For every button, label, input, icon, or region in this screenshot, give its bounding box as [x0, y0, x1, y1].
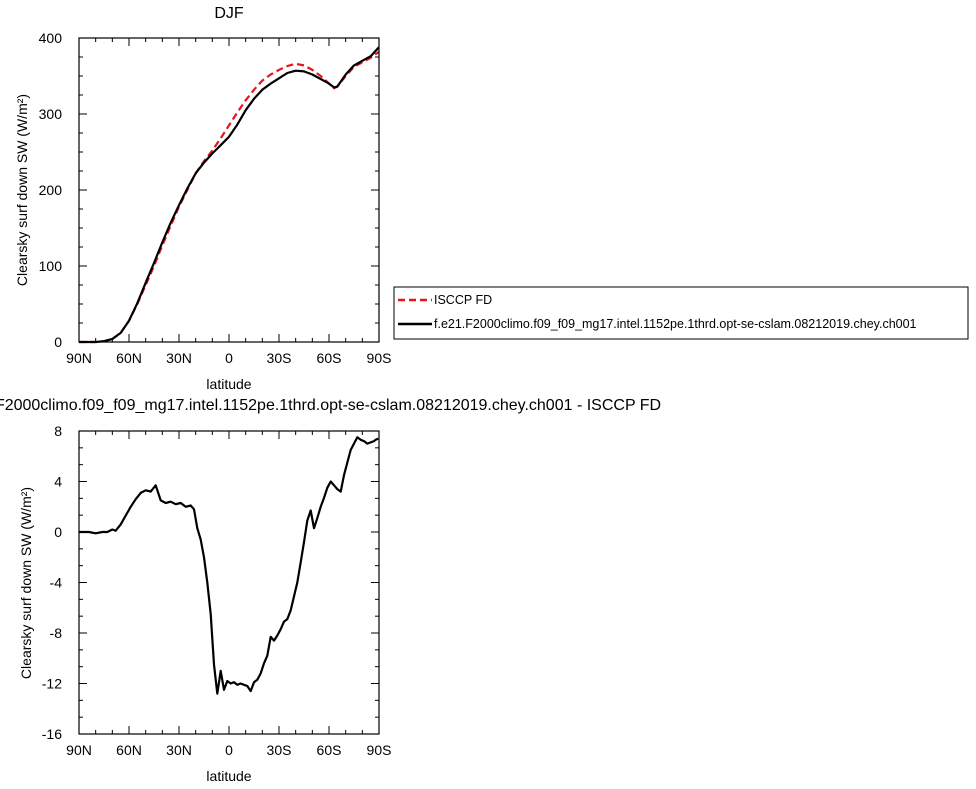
top-chart-plot-area: 90N 60N 30N 0 30S 60S 90S 0 100 200 300 400 — [39, 30, 392, 366]
x-tick-label: 30S — [267, 350, 292, 366]
legend-entry-model: f.e21.F2000climo.f09_f09_mg17.intel.1152… — [434, 317, 917, 331]
top-chart-legend: ISCCP FD f.e21.F2000climo.f09_f09_mg17.i… — [393, 286, 969, 340]
x-tick-label: 60S — [317, 742, 342, 758]
y-tick-label: 300 — [39, 106, 63, 122]
series-line-0-0 — [79, 50, 380, 344]
x-tick-label: 90N — [66, 350, 92, 366]
legend-entry-isccp-fd: ISCCP FD — [434, 293, 492, 307]
bottom-chart-x-axis-label: latitude — [206, 768, 251, 784]
bottom-chart-title: f.e21.F2000climo.f09_f09_mg17.intel.1152… — [0, 397, 661, 414]
y-tick-label: 0 — [54, 334, 62, 350]
top-chart-x-axis-label: latitude — [206, 376, 251, 392]
x-tick-label: 0 — [225, 742, 233, 758]
x-tick-label: 30S — [267, 742, 292, 758]
x-tick-label: 60S — [317, 350, 342, 366]
y-tick-label: -8 — [50, 625, 63, 641]
top-chart-y-axis-label: Clearsky surf down SW (W/m²) — [14, 94, 30, 286]
x-tick-label: 60N — [116, 350, 142, 366]
y-tick-label: 8 — [54, 423, 62, 439]
x-tick-label: 90S — [367, 742, 392, 758]
y-tick-label: -16 — [42, 726, 62, 742]
y-tick-label: 4 — [54, 474, 62, 490]
bottom-chart-y-axis-label: Clearsky surf down SW (W/m²) — [18, 487, 34, 679]
y-tick-label: 200 — [39, 182, 63, 198]
x-tick-label: 30N — [166, 742, 192, 758]
y-tick-label: 400 — [39, 30, 63, 46]
x-tick-label: 30N — [166, 350, 192, 366]
series-line-0-1 — [79, 46, 380, 344]
top-chart-title: DJF — [214, 5, 244, 22]
plot-frame — [78, 37, 380, 343]
y-tick-label: -4 — [50, 575, 63, 591]
x-tick-label: 60N — [116, 742, 142, 758]
series-line-1-0 — [79, 436, 379, 695]
x-tick-label: 90N — [66, 742, 92, 758]
plot-frame — [78, 430, 380, 735]
bottom-chart-plot-area: 90N 60N 30N 0 30S 60S 90S -16 -12 -8 -4 0 4 8 — [42, 423, 392, 758]
x-tick-label: 0 — [225, 350, 233, 366]
y-tick-label: -12 — [42, 676, 62, 692]
x-tick-label: 90S — [367, 350, 392, 366]
y-tick-label: 100 — [39, 258, 63, 274]
y-tick-label: 0 — [54, 524, 62, 540]
